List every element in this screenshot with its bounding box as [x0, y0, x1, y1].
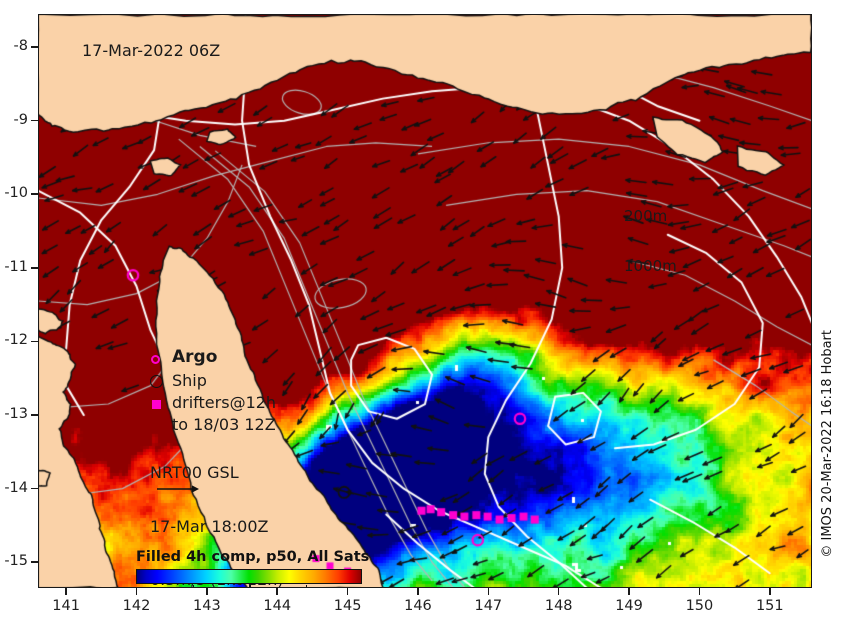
vector-scale-arrow-icon — [157, 485, 199, 493]
x-axis-label: 145 — [333, 598, 362, 614]
x-axis-tick — [346, 588, 349, 595]
legend-label-drifters: drifters@12h — [172, 393, 277, 412]
x-axis-tick — [768, 588, 771, 595]
x-axis-label: 143 — [193, 598, 221, 614]
y-axis-tick — [31, 414, 38, 416]
x-axis-tick — [206, 588, 208, 595]
observation-marker-layer — [38, 14, 812, 588]
x-axis-tick — [135, 588, 138, 595]
x-axis-tick — [487, 588, 490, 595]
y-axis-label: -8 — [13, 38, 28, 55]
y-axis-label: -15 — [4, 553, 28, 570]
colorbar-tick — [305, 584, 308, 588]
x-axis-label: 146 — [404, 598, 432, 614]
y-axis-tick — [31, 340, 38, 343]
current-legend-timestamp: 17-Mar 18:00Z — [150, 516, 269, 536]
x-axis-tick — [417, 588, 419, 595]
colorbar: Filled 4h comp, p50, All Sats 2728293031 — [136, 549, 370, 588]
y-axis-tick — [31, 561, 38, 564]
y-axis-label: -11 — [4, 258, 28, 275]
x-axis-label: 148 — [544, 598, 573, 614]
colorbar-tick — [249, 584, 251, 588]
x-axis-tick — [276, 588, 279, 595]
x-axis-label: 147 — [474, 598, 503, 614]
x-axis-label: 141 — [52, 598, 80, 614]
x-axis-label: 150 — [685, 598, 714, 614]
depth-label-200m: 200m — [624, 206, 668, 225]
attribution-text: © IMOS 20-Mar-2022 16:18 Hobart — [820, 330, 835, 558]
colorbar-gradient — [136, 568, 362, 588]
y-axis-tick — [31, 46, 38, 48]
map-canvas[interactable]: 17-Mar-2022 06Z 200m 1000m Argo Ship dri… — [38, 14, 812, 588]
y-axis-tick — [31, 193, 38, 196]
x-axis-tick — [65, 588, 67, 595]
y-axis-label: -14 — [4, 479, 28, 496]
y-axis-tick — [31, 119, 38, 122]
colorbar-tick — [192, 584, 195, 588]
y-axis-label: -13 — [4, 406, 28, 423]
date-stamp: 17-Mar-2022 06Z — [82, 41, 221, 60]
x-axis-label: 142 — [122, 598, 151, 614]
y-axis-tick — [31, 267, 38, 269]
depth-label-1000m: 1000m — [624, 256, 677, 275]
x-axis-label: 149 — [615, 598, 643, 614]
colorbar-title: Filled 4h comp, p50, All Sats — [136, 549, 370, 565]
x-axis-label: 144 — [263, 598, 292, 614]
x-axis-tick — [628, 588, 630, 595]
x-axis-label: 151 — [755, 598, 784, 614]
legend-label-ship: Ship — [172, 371, 207, 390]
ship-marker-icon — [146, 372, 168, 392]
x-axis-tick — [698, 588, 701, 595]
y-axis-label: -12 — [4, 332, 28, 349]
drifter-marker-icon — [146, 394, 168, 414]
y-axis-label: -9 — [13, 111, 28, 128]
depth-contour-labels: 200m 1000m — [624, 174, 677, 308]
y-axis-label: -10 — [4, 185, 28, 202]
argo-marker-icon — [146, 350, 168, 370]
y-axis-tick — [31, 487, 38, 490]
current-legend-source: NRT00 GSL — [150, 462, 239, 482]
legend-label-argo: Argo — [172, 347, 218, 367]
legend-label-period: to 18/03 12Z — [172, 415, 276, 434]
x-axis-tick — [557, 588, 560, 595]
